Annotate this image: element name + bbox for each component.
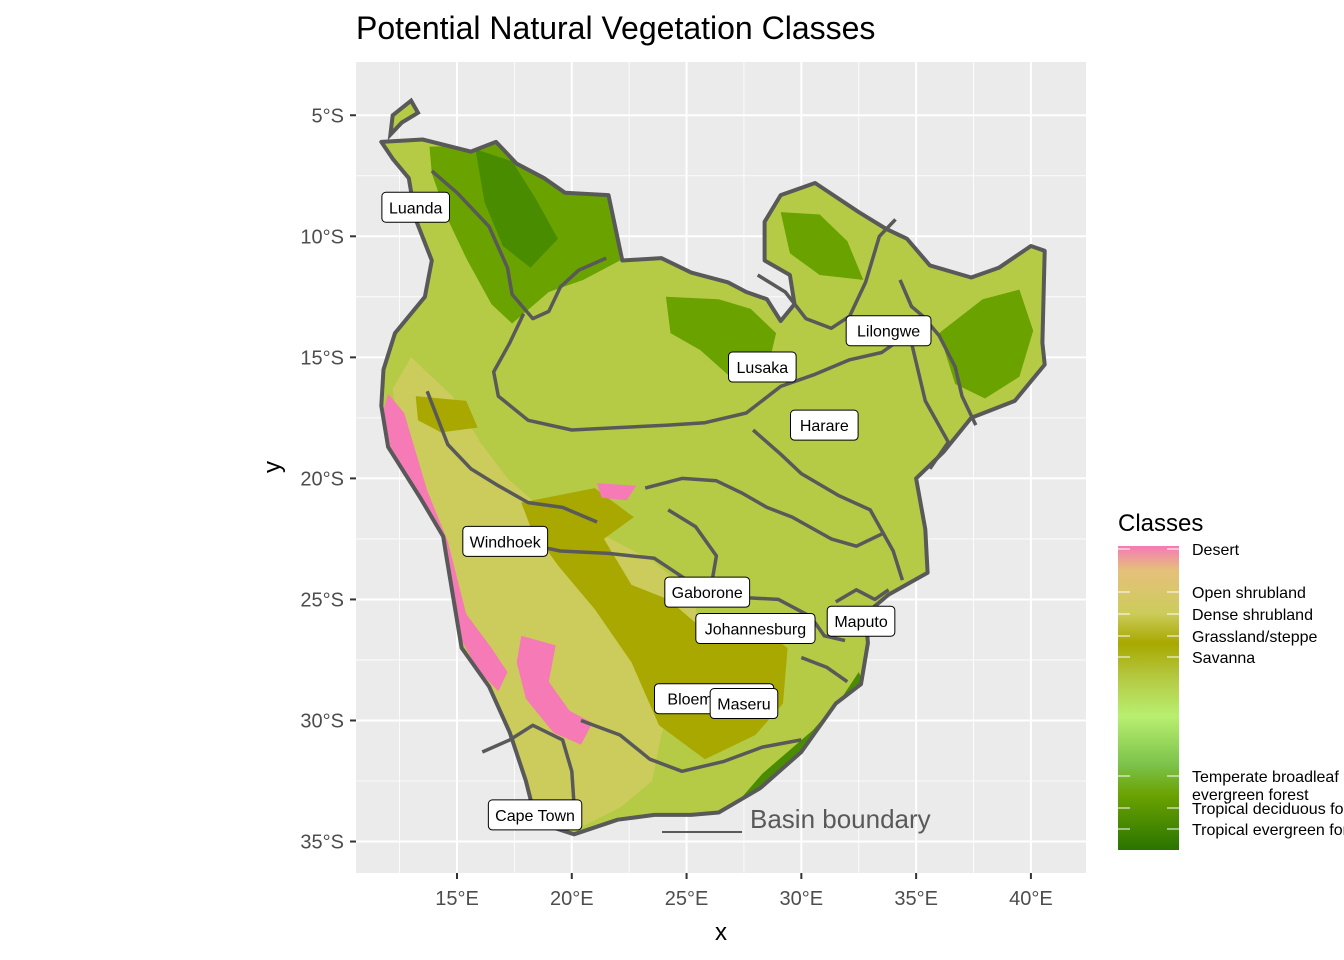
city-label-box [695,612,816,644]
city-label-box [845,315,932,347]
desert-patch-karoo [516,635,593,745]
city-label-text: Lusaka [737,360,789,377]
x-axis: 15°E 20°E 25°E 30°E 35°E 40°E [435,873,1053,910]
city-label-text: Harare [800,418,849,435]
y-tick-label: 20°S [300,468,344,490]
legend-label: Desert [1192,542,1240,559]
city-label-text: Lilongwe [857,324,920,341]
forest-region-mozambique [939,289,1034,399]
city-label-gaborone: Gaborone [664,576,751,608]
map-title: Potential Natural Vegetation Classes [356,10,876,46]
y-tick-label: 15°S [300,347,344,369]
city-label-text: Johannesburg [705,621,806,638]
city-label-box [487,799,583,831]
city-label-box [709,688,779,720]
legend-label: Tropical deciduous forest [1192,801,1344,818]
city-label-johannesburg: Johannesburg [695,612,816,644]
basin-legend: Basin boundary [662,804,931,834]
desert-patch [597,483,637,501]
y-axis: 5°S 10°S 15°S 20°S 25°S 30°S 35°S [300,105,356,854]
basin-legend-label: Basin boundary [750,804,931,834]
forest-region-malawi [780,212,864,280]
legend-label: Savanna [1192,650,1255,667]
legend-label: Grassland/steppe [1192,629,1318,646]
legend-label: Dense shrubland [1192,607,1313,624]
legend-colorbar [1118,546,1179,850]
legend-label: Temperate broadleaf evergreen forest [1192,769,1339,804]
y-tick-label: 10°S [300,226,344,248]
city-label-box [664,576,751,608]
city-label-box [381,191,450,223]
city-label-text: Luanda [389,200,442,217]
legend-label: Tropical evergreen forest [1192,822,1344,839]
basin-outline [379,137,1047,837]
legend-labels: Desert Open shrubland Dense shrubland Grass… [1192,542,1344,839]
forest-dark-region [475,149,558,268]
y-tick-label: 30°S [300,710,344,732]
x-tick-label: 25°E [665,888,709,910]
x-tick-label: 20°E [550,888,594,910]
city-label-cape-town: Cape Town [487,799,583,831]
city-label-lusaka: Lusaka [728,351,797,383]
x-tick-label: 40°E [1009,888,1053,910]
x-tick-label: 15°E [435,888,479,910]
city-label-box [826,605,896,637]
city-label-box [790,409,859,441]
x-tick-label: 35°E [894,888,938,910]
city-label-text: Gaborone [672,585,743,602]
city-label-text: Maputo [834,614,887,631]
city-label-luanda: Luanda [381,191,450,223]
shrubland-region [392,357,701,827]
x-tick-label: 30°E [780,888,824,910]
legend: Classes Desert Open shrubland Dense shrubl… [1118,510,1344,850]
city-label-box [728,351,797,383]
legend-title: Classes [1118,510,1203,537]
city-label-text: Windhoek [470,534,542,551]
legend-ticks [1118,548,1179,830]
vegetation-map [379,97,1047,837]
city-label-lilongwe: Lilongwe [845,315,932,347]
city-labels: Luanda Lilongwe Lusaka Harare Windhoek Gaboro… [381,191,932,831]
city-label-maseru: Maseru [709,688,779,720]
x-axis-title: x [715,919,727,946]
city-label-box [462,525,549,557]
basin-boundaries [425,169,978,806]
city-label-maputo: Maputo [826,605,896,637]
city-label-text: Cape Town [495,808,575,825]
legend-label: Open shrubland [1192,585,1306,602]
y-tick-label: 5°S [312,105,344,127]
forest-region-coast [737,672,866,803]
city-label-text: Maseru [717,697,770,714]
city-label-harare: Harare [790,409,859,441]
city-label-windhoek: Windhoek [462,525,549,557]
y-axis-title: y [259,461,286,473]
exclave-shape [387,97,421,141]
y-tick-label: 35°S [300,832,344,854]
y-tick-label: 25°S [300,589,344,611]
